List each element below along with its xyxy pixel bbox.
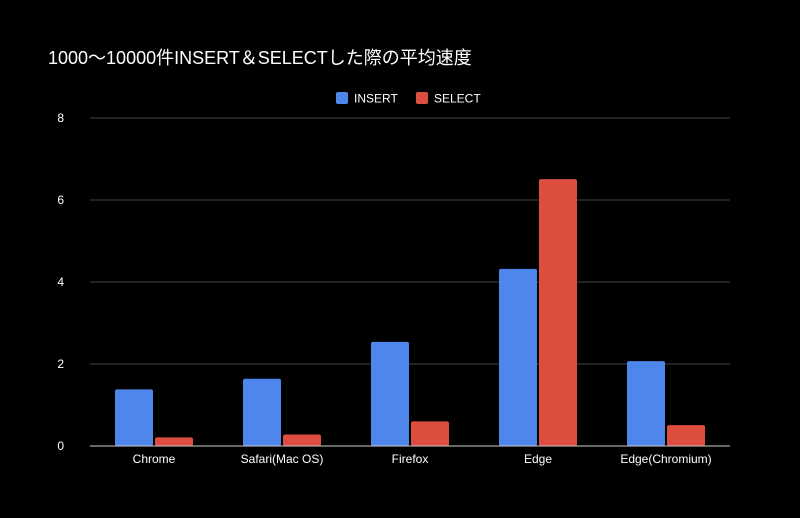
- bar-groups: [115, 179, 705, 446]
- chart-legend: INSERT SELECT: [336, 92, 481, 106]
- legend-item: SELECT: [416, 92, 481, 106]
- chart-title: 1000〜10000件INSERT＆SELECTした際の平均速度: [48, 48, 472, 68]
- bar-select: [539, 179, 577, 446]
- x-axis: Chrome Safari(Mac OS) Firefox Edge Edge(Chro…: [90, 445, 730, 466]
- y-tick-label: 6: [57, 193, 64, 207]
- y-tick-label: 4: [57, 275, 64, 289]
- bar-select: [411, 421, 449, 446]
- y-axis: 0 2 4 6 8: [57, 111, 64, 453]
- grid-lines: [90, 117, 730, 365]
- x-tick-label: Firefox: [392, 452, 429, 466]
- legend-item: INSERT: [336, 92, 398, 106]
- bar-insert: [627, 361, 665, 446]
- legend-swatch: [416, 92, 428, 104]
- bar-group: [627, 361, 705, 446]
- bar-group: [243, 378, 321, 446]
- legend-label: SELECT: [434, 92, 481, 106]
- x-tick-label: Chrome: [133, 452, 176, 466]
- x-tick-label: Edge(Chromium): [620, 452, 711, 466]
- x-tick-label: Edge: [524, 452, 552, 466]
- bar-group: [499, 179, 577, 446]
- bar-select: [155, 437, 193, 446]
- y-tick-label: 0: [57, 439, 64, 453]
- bar-insert: [115, 389, 153, 446]
- bar-insert: [243, 378, 281, 446]
- bar-group: [115, 389, 193, 446]
- bar-insert: [499, 268, 537, 446]
- legend-swatch: [336, 92, 348, 104]
- bar-select: [667, 425, 705, 446]
- legend-label: INSERT: [354, 92, 398, 106]
- bar-select: [283, 434, 321, 446]
- bar-insert: [371, 341, 409, 446]
- y-tick-label: 8: [57, 111, 64, 125]
- x-tick-label: Safari(Mac OS): [241, 452, 324, 466]
- y-tick-label: 2: [57, 357, 64, 371]
- bar-group: [371, 341, 449, 446]
